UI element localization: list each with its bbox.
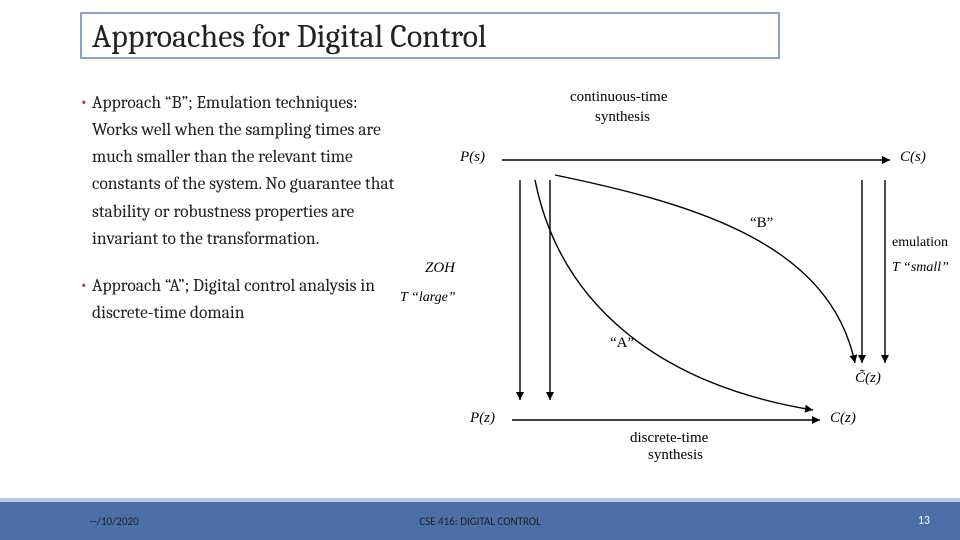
body-text: Approach “B”; Emulation techniques: Work… xyxy=(80,90,400,347)
bullet-a: Approach “A”; Digital control analysis i… xyxy=(80,273,400,327)
label-t-large: T “large” xyxy=(400,290,456,306)
label-ps: P(s) xyxy=(460,149,485,166)
slide-title-box: Approaches for Digital Control xyxy=(80,12,780,59)
footer-page-number: 13 xyxy=(918,514,930,528)
label-cz: C(z) xyxy=(830,410,856,427)
diagram-svg xyxy=(400,85,940,455)
label-b: “B” xyxy=(750,215,773,232)
label-discrete-time: discrete-time xyxy=(630,430,708,447)
diagram: continuous-time synthesis P(s) C(s) ZOH … xyxy=(400,85,940,455)
slide: Approaches for Digital Control Approach … xyxy=(0,0,960,540)
label-pz: P(z) xyxy=(470,410,495,427)
footer: --/10/2020 CSE 416: DIGITAL CONTROL 13 xyxy=(0,498,960,540)
label-a: “A” xyxy=(610,335,634,352)
label-ctilde: C̃(z) xyxy=(855,370,881,387)
bullet-b: Approach “B”; Emulation techniques: Work… xyxy=(80,90,400,253)
label-synthesis-bottom: synthesis xyxy=(648,447,703,464)
label-synthesis-top: synthesis xyxy=(595,109,650,126)
label-emulation: emulation xyxy=(892,235,948,251)
label-continuous-time: continuous-time xyxy=(570,89,668,106)
slide-title: Approaches for Digital Control xyxy=(92,18,768,55)
label-zoh: ZOH xyxy=(425,260,455,277)
label-t-small: T “small” xyxy=(892,260,949,276)
label-cs: C(s) xyxy=(900,149,926,166)
footer-course: CSE 416: DIGITAL CONTROL xyxy=(0,515,960,528)
